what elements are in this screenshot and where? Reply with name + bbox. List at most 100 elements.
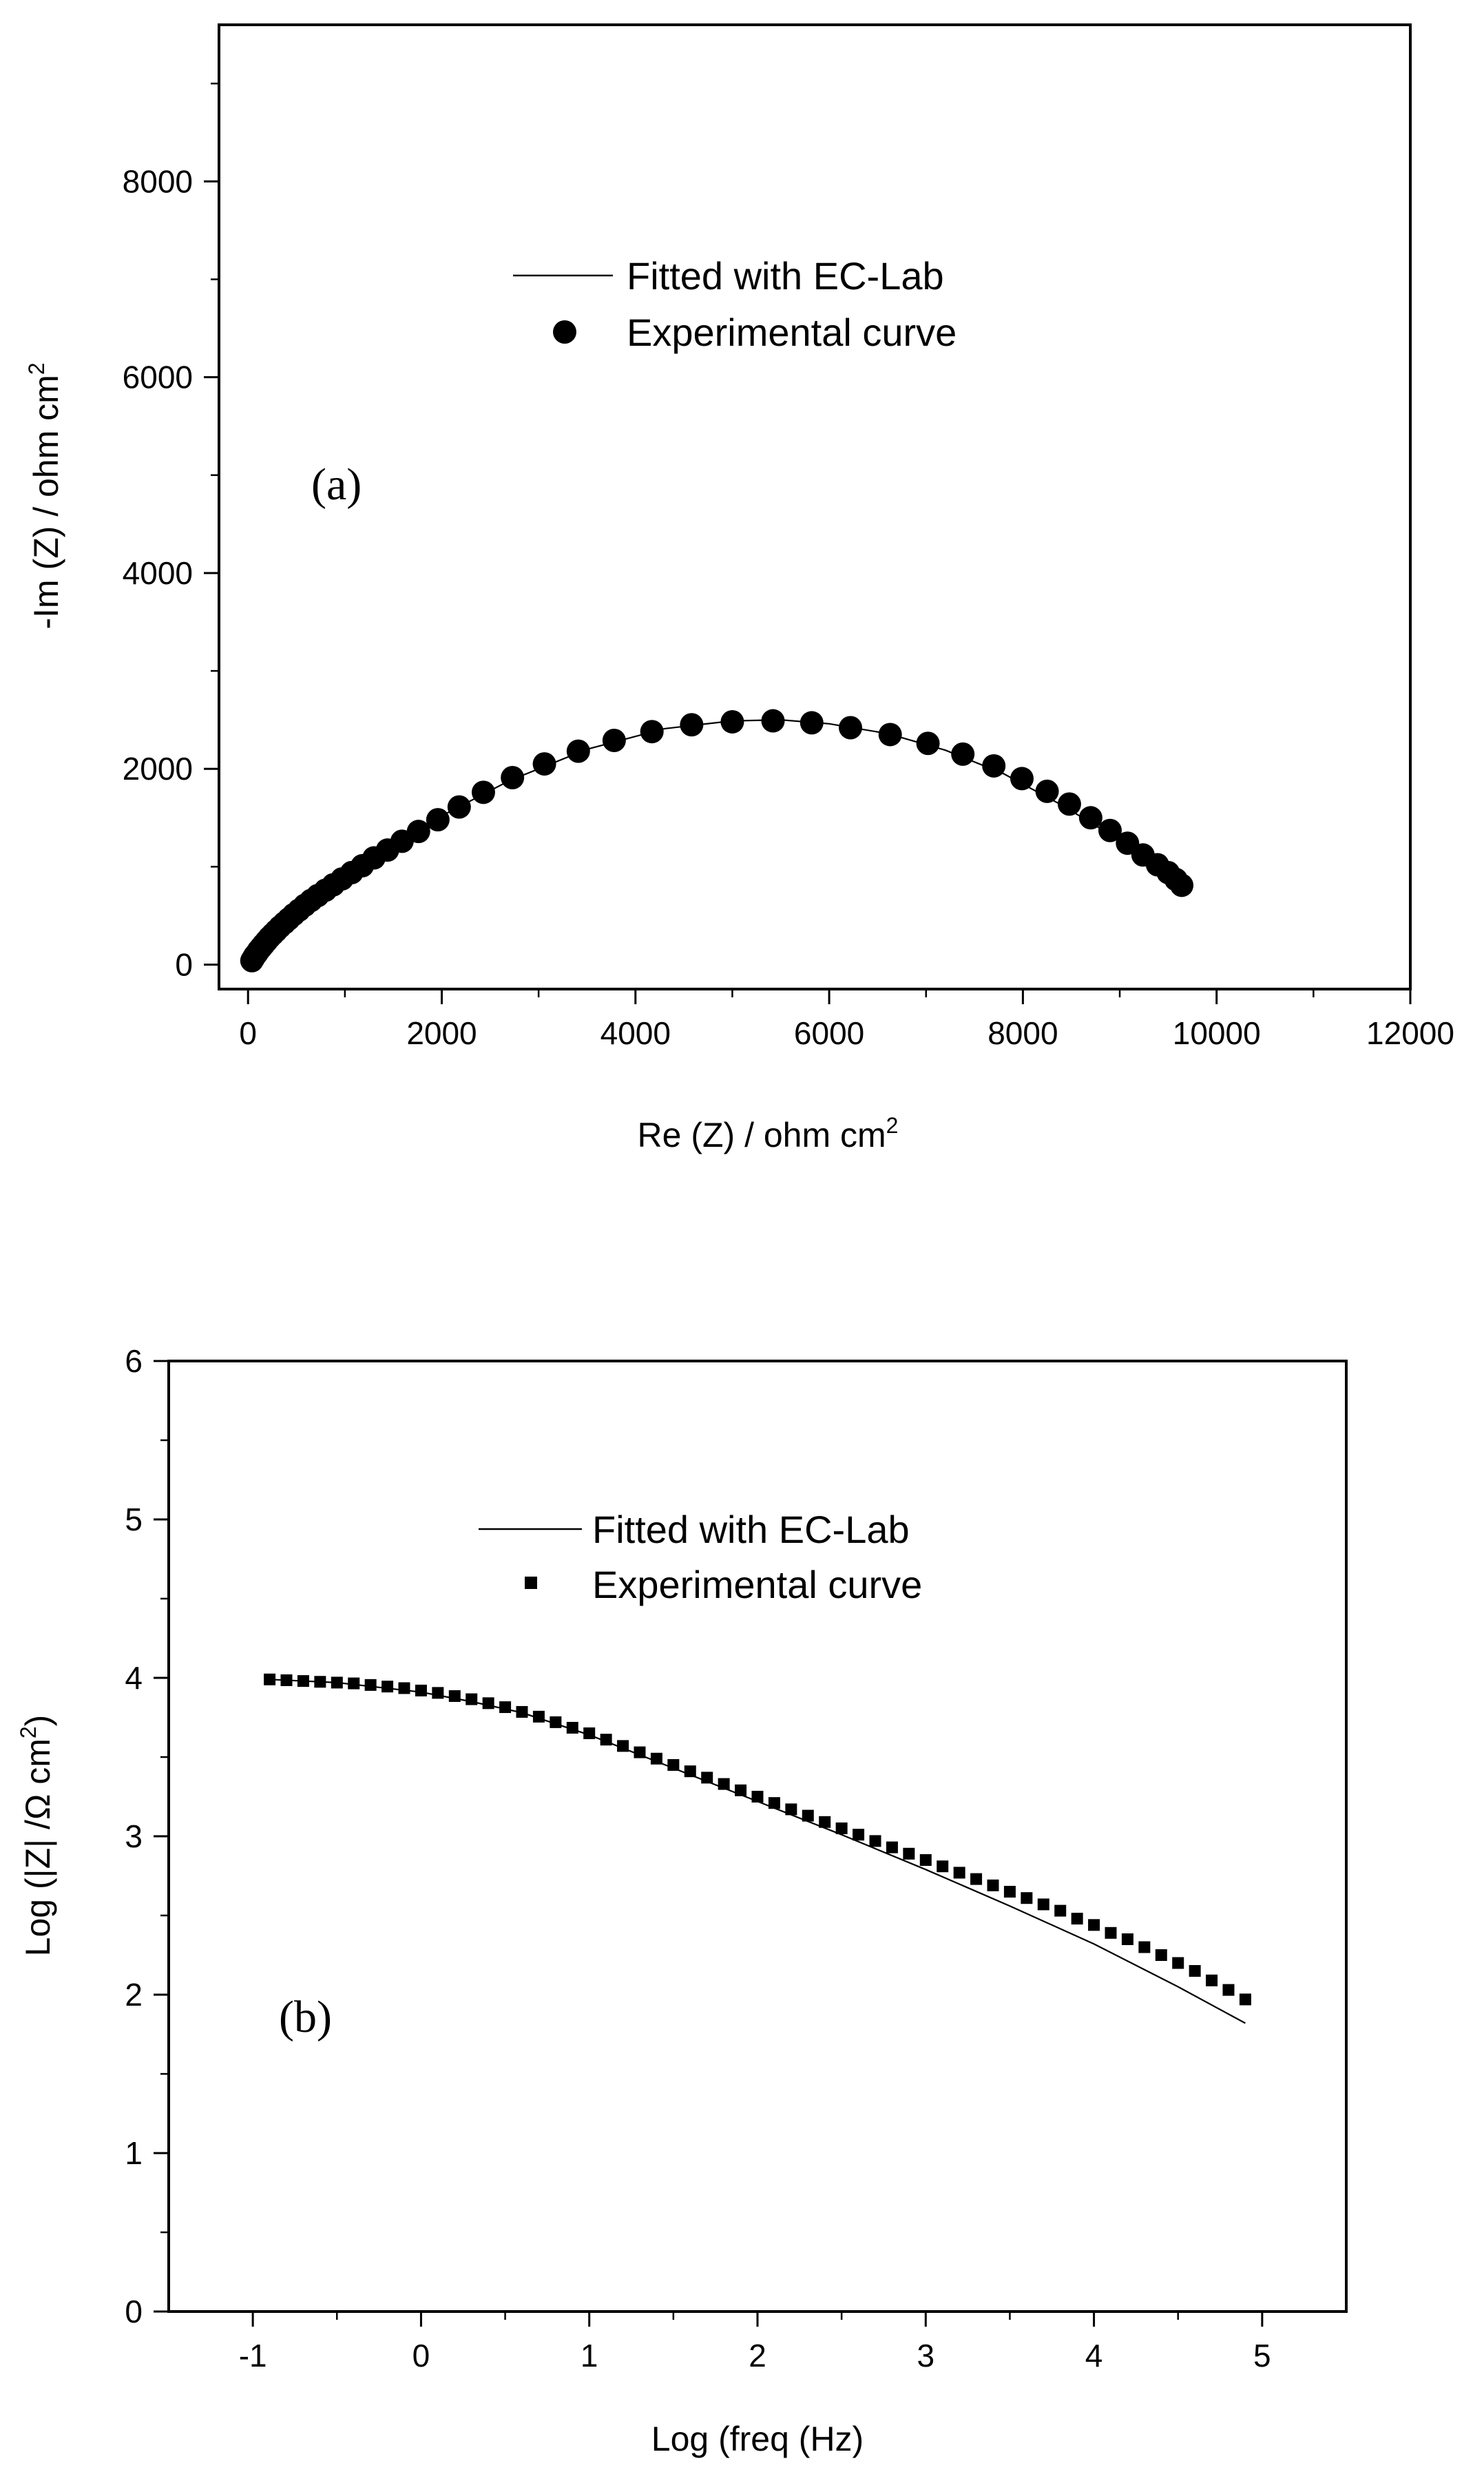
data-point	[869, 1835, 881, 1847]
x-tick-label: 5	[1253, 2338, 1271, 2374]
data-point	[297, 1675, 309, 1687]
data-point	[382, 1681, 394, 1693]
chart-a-x-tick-labels: 0 2000 4000 6000 8000 10000 12000	[239, 1015, 1454, 1051]
data-point	[482, 1697, 494, 1710]
data-point	[634, 1746, 646, 1758]
data-point	[1222, 1984, 1235, 1996]
data-point	[406, 820, 430, 844]
data-point	[903, 1847, 915, 1860]
chart-b-y-axis-title-text: Log (|Z| /Ω cm	[19, 1738, 57, 1956]
data-point	[447, 795, 471, 819]
data-point	[878, 723, 902, 747]
data-point	[951, 742, 975, 766]
data-point	[314, 1676, 326, 1688]
data-point	[617, 1740, 629, 1752]
data-point	[937, 1860, 949, 1873]
data-point	[680, 713, 704, 737]
chart-b-ticks	[154, 1360, 1264, 2327]
chart-panel-a: 0 2000 4000 6000 8000 10000 12000 0 2000 4000 600…	[24, 23, 1454, 1154]
data-point	[785, 1803, 797, 1816]
data-point	[1189, 1965, 1201, 1977]
data-point	[835, 1822, 848, 1834]
fit-curve-line	[269, 1679, 1246, 2024]
y-tick-label: 0	[175, 946, 193, 982]
data-point	[550, 1716, 562, 1728]
x-tick-label: 6000	[794, 1015, 864, 1051]
data-point	[919, 1854, 932, 1866]
data-point	[1155, 1949, 1167, 1961]
chart-a-data-marks	[240, 709, 1194, 973]
chart-b-x-axis-title: Log (freq (Hz)	[651, 2420, 864, 2458]
legend-a-experimental-label: Experimental curve	[627, 311, 957, 354]
chart-a-x-axis-title-text: Re (Z) / ohm cm	[638, 1116, 886, 1154]
y-tick-label: 6000	[123, 360, 193, 395]
data-point	[532, 1710, 545, 1723]
chart-a-x-axis-title: Re (Z) / ohm cm2	[638, 1113, 899, 1154]
legend-b-experimental-label: Experimental curve	[592, 1563, 922, 1606]
y-tick-label: 5	[125, 1502, 143, 1537]
data-point	[1010, 767, 1034, 791]
chart-b-data-marks	[264, 1673, 1251, 2024]
data-point	[602, 728, 626, 752]
data-point	[600, 1734, 612, 1746]
y-tick-label: 2000	[123, 751, 193, 787]
data-point	[735, 1784, 747, 1796]
data-point	[751, 1791, 764, 1803]
data-point	[701, 1772, 713, 1784]
data-point	[768, 1797, 780, 1809]
chart-a-y-tick-labels: 0 2000 4000 6000 8000	[123, 163, 193, 982]
data-point	[516, 1705, 528, 1718]
x-tick-label: 4	[1085, 2338, 1103, 2374]
data-point	[839, 716, 863, 740]
data-point	[1037, 1898, 1049, 1911]
data-point	[650, 1752, 662, 1765]
y-tick-label: 4	[125, 1660, 143, 1696]
data-point	[640, 720, 664, 744]
legend-b-experimental-marker	[525, 1577, 537, 1589]
data-point	[1121, 1933, 1133, 1945]
data-point	[1172, 1957, 1184, 1969]
data-point	[1035, 779, 1059, 803]
x-tick-label: 2	[749, 2338, 766, 2374]
x-tick-label: 10000	[1173, 1015, 1261, 1051]
chart-a-panel-label: (a)	[311, 459, 362, 510]
data-point	[1071, 1913, 1083, 1925]
x-tick-label: 8000	[987, 1015, 1058, 1051]
y-tick-label: 8000	[123, 163, 193, 199]
chart-b-x-tick-labels: -1 0 1 2 3 4 5	[239, 2338, 1271, 2374]
data-point	[415, 1684, 427, 1696]
x-tick-label: 1	[581, 2338, 598, 2374]
data-point	[532, 752, 556, 776]
data-point	[1138, 1941, 1151, 1953]
chart-b-y-axis-title-sup: 2	[16, 1726, 41, 1738]
data-point	[1206, 1974, 1218, 1986]
data-point	[471, 780, 495, 804]
data-point	[432, 1687, 444, 1699]
data-point	[566, 739, 590, 763]
y-tick-label: 0	[125, 2294, 143, 2329]
x-tick-label: 0	[239, 1015, 257, 1051]
data-point	[331, 1676, 343, 1689]
legend-a-fit-label: Fitted with EC-Lab	[627, 254, 944, 298]
data-point	[1088, 1919, 1100, 1931]
data-point	[802, 1809, 814, 1822]
x-tick-label: 4000	[600, 1015, 671, 1051]
data-point	[448, 1690, 461, 1702]
data-point	[1003, 1886, 1016, 1898]
chart-panel-b: -1 0 1 2 3 4 5 0 1 2 3 4 5 6 Fitted with EC-Lab Expe…	[16, 1343, 1348, 2458]
data-point	[684, 1765, 696, 1778]
x-tick-label: 12000	[1366, 1015, 1454, 1051]
data-point	[364, 1679, 377, 1691]
chart-b-y-tick-labels: 0 1 2 3 4 5 6	[125, 1343, 143, 2329]
x-tick-label: 0	[412, 2338, 430, 2374]
data-point	[583, 1727, 596, 1739]
x-tick-label: 2000	[406, 1015, 477, 1051]
data-point	[853, 1829, 865, 1841]
data-point	[800, 711, 824, 735]
legend-a-experimental-marker	[553, 320, 576, 344]
data-point	[982, 754, 1006, 778]
data-point	[1098, 818, 1122, 842]
data-point	[398, 1682, 410, 1694]
chart-a-y-axis-title: -Im (Z) / ohm cm2	[24, 362, 65, 629]
y-tick-label: 4000	[123, 555, 193, 591]
